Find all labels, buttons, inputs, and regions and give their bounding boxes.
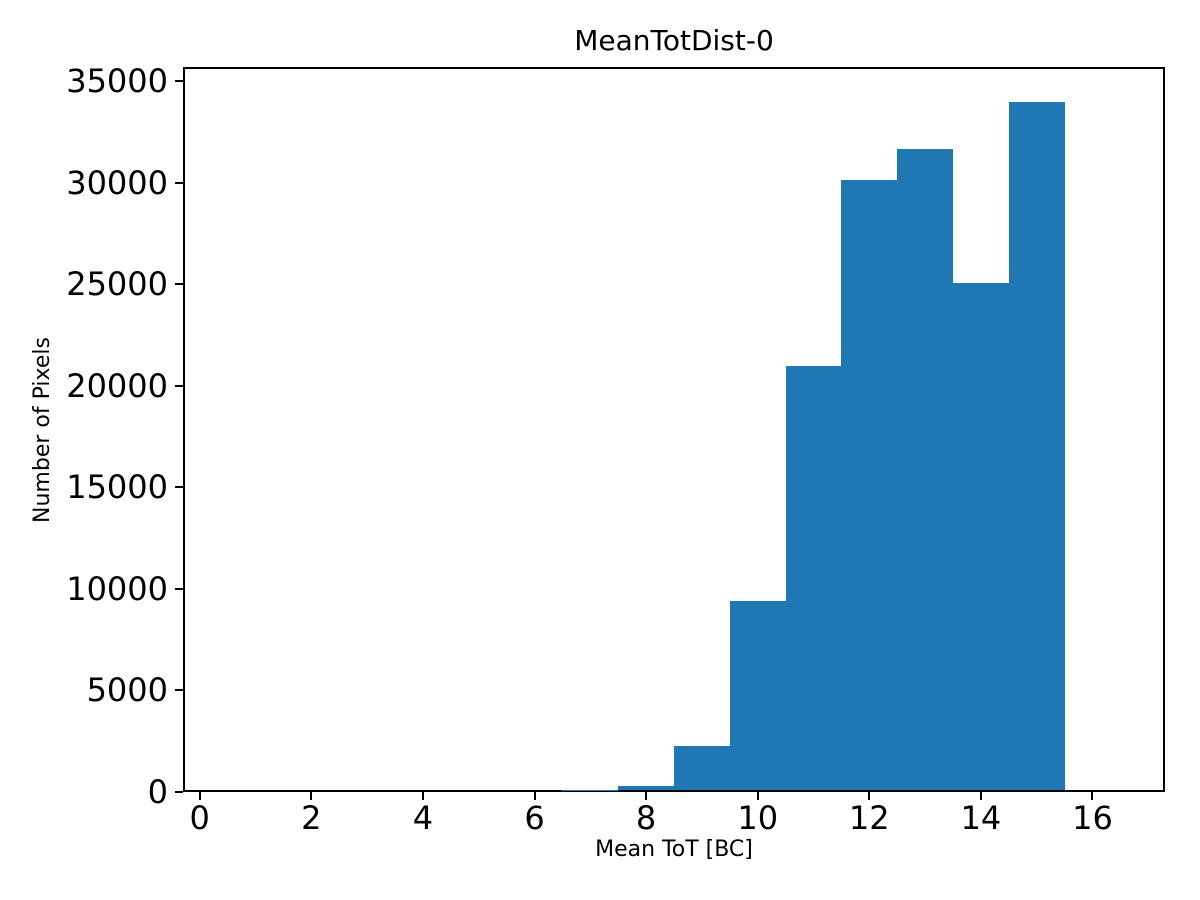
y-tick-label: 25000 [66,265,168,304]
x-tick-mark [868,792,871,800]
x-tick-mark [1091,792,1094,800]
y-tick-label: 15000 [66,468,168,507]
x-tick-mark [198,792,201,800]
y-axis-label: Number of Pixels [30,337,55,523]
x-tick-mark [979,792,982,800]
y-tick-label: 0 [147,773,168,811]
y-tick-mark [175,181,183,184]
x-tick-label: 12 [848,799,890,837]
x-tick-label: 16 [1072,799,1113,837]
histogram-bar [618,785,674,790]
histogram-bar [674,746,730,790]
histogram-bar [952,283,1009,790]
y-tick-mark [175,80,183,83]
x-tick-label: 10 [737,799,779,837]
x-tick-mark [421,792,424,800]
histogram-bar [1008,101,1065,790]
histogram-bar [729,601,786,790]
x-tick-label: 4 [412,799,434,837]
x-tick-mark [533,792,536,800]
chart-title: MeanTotDist-0 [574,24,774,57]
x-axis-label: Mean ToT [BC] [595,837,753,862]
histogram-bar [785,365,842,790]
x-tick-mark [310,792,313,800]
y-tick-label: 10000 [66,569,168,608]
y-tick-mark [175,689,183,692]
y-tick-mark [175,384,183,387]
y-tick-label: 20000 [66,366,168,405]
x-tick-label: 6 [524,799,545,837]
y-tick-mark [175,791,183,793]
y-tick-label: 30000 [66,163,168,202]
x-tick-label: 2 [301,799,322,837]
y-tick-mark [175,587,183,590]
y-tick-mark [175,486,183,489]
x-tick-label: 0 [189,799,210,837]
histogram-bar [841,179,898,790]
x-tick-mark [645,792,648,800]
y-tick-mark [175,283,183,286]
x-tick-label: 8 [635,799,657,837]
y-tick-label: 35000 [66,62,168,101]
x-tick-label: 14 [960,799,1002,837]
y-tick-label: 5000 [86,671,168,710]
x-tick-mark [756,792,759,800]
histogram-bar [897,149,953,790]
